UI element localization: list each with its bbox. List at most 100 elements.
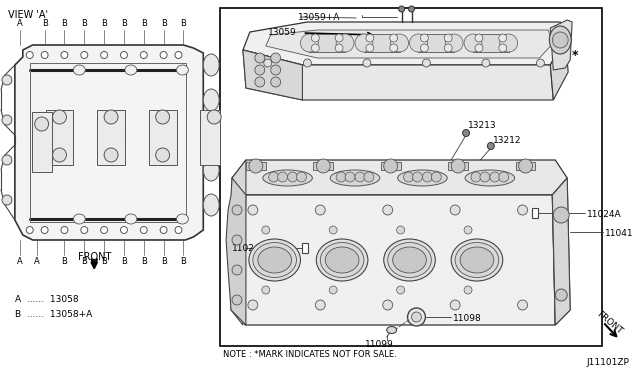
Circle shape — [390, 34, 397, 42]
Text: B  ......  13058+A: B ...... 13058+A — [15, 310, 92, 319]
Circle shape — [41, 51, 48, 58]
Bar — [532, 208, 538, 218]
Polygon shape — [243, 22, 565, 65]
Ellipse shape — [388, 243, 431, 278]
Circle shape — [2, 75, 12, 85]
Circle shape — [464, 34, 482, 52]
Circle shape — [431, 172, 441, 182]
Text: A  ......  13058: A ...... 13058 — [15, 295, 79, 304]
Circle shape — [264, 59, 272, 67]
Circle shape — [383, 300, 393, 310]
Circle shape — [451, 159, 465, 173]
Polygon shape — [243, 50, 303, 100]
Circle shape — [156, 148, 170, 162]
Text: B: B — [121, 257, 127, 266]
Circle shape — [278, 172, 287, 182]
Bar — [32, 112, 52, 172]
Circle shape — [500, 34, 518, 52]
Ellipse shape — [465, 170, 515, 186]
Ellipse shape — [74, 65, 85, 75]
Circle shape — [345, 172, 355, 182]
Circle shape — [316, 300, 325, 310]
Text: B: B — [161, 19, 166, 28]
Circle shape — [355, 172, 365, 182]
Text: 13213: 13213 — [468, 121, 497, 130]
Circle shape — [255, 65, 265, 75]
Polygon shape — [266, 30, 552, 58]
Circle shape — [269, 172, 278, 182]
Bar — [45, 110, 74, 165]
Circle shape — [518, 159, 532, 173]
Circle shape — [104, 110, 118, 124]
Circle shape — [444, 44, 452, 52]
Circle shape — [2, 155, 12, 165]
Text: A: A — [17, 257, 22, 266]
Circle shape — [475, 44, 483, 52]
Circle shape — [52, 110, 67, 124]
Circle shape — [490, 172, 500, 182]
Text: 13059: 13059 — [268, 28, 296, 37]
Ellipse shape — [204, 159, 219, 181]
Circle shape — [488, 142, 494, 150]
Circle shape — [2, 195, 12, 205]
Ellipse shape — [204, 89, 219, 111]
Text: 11024A: 11024A — [587, 210, 621, 219]
Circle shape — [390, 44, 397, 52]
Text: 11099: 11099 — [365, 340, 394, 349]
Text: B: B — [81, 257, 87, 266]
Circle shape — [312, 44, 319, 52]
Bar — [29, 63, 186, 222]
Circle shape — [81, 51, 88, 58]
Circle shape — [316, 205, 325, 215]
Bar — [246, 162, 266, 170]
Bar — [364, 34, 399, 52]
Circle shape — [408, 308, 426, 326]
Ellipse shape — [125, 65, 137, 75]
Ellipse shape — [316, 239, 368, 281]
Circle shape — [26, 227, 33, 234]
Ellipse shape — [125, 214, 137, 224]
Circle shape — [499, 44, 507, 52]
Text: 13212: 13212 — [493, 136, 522, 145]
Circle shape — [207, 110, 221, 124]
Polygon shape — [232, 160, 567, 195]
Ellipse shape — [455, 243, 499, 278]
Circle shape — [420, 44, 428, 52]
Circle shape — [364, 172, 374, 182]
Circle shape — [450, 300, 460, 310]
Ellipse shape — [384, 239, 435, 281]
Circle shape — [444, 34, 452, 42]
Circle shape — [100, 51, 108, 58]
Circle shape — [2, 115, 12, 125]
Text: B: B — [81, 19, 87, 28]
Text: A: A — [17, 19, 22, 28]
Circle shape — [420, 34, 428, 42]
Circle shape — [450, 205, 460, 215]
Polygon shape — [243, 195, 556, 325]
Circle shape — [404, 172, 413, 182]
Ellipse shape — [263, 170, 312, 186]
Text: B: B — [101, 19, 107, 28]
Bar — [516, 162, 536, 170]
Circle shape — [312, 34, 319, 42]
Circle shape — [175, 227, 182, 234]
Circle shape — [329, 286, 337, 294]
Ellipse shape — [253, 243, 296, 278]
Circle shape — [408, 6, 415, 12]
Circle shape — [232, 265, 242, 275]
Bar — [97, 110, 125, 165]
Bar — [309, 34, 345, 52]
Bar — [220, 8, 602, 346]
Circle shape — [296, 172, 307, 182]
Circle shape — [249, 159, 263, 173]
Circle shape — [412, 312, 421, 322]
Text: B: B — [180, 257, 186, 266]
Bar — [419, 34, 454, 52]
Circle shape — [384, 159, 397, 173]
Circle shape — [316, 159, 330, 173]
Text: B: B — [121, 19, 127, 28]
Circle shape — [262, 226, 269, 234]
Circle shape — [120, 227, 127, 234]
Circle shape — [556, 289, 567, 301]
Text: B: B — [42, 19, 47, 28]
